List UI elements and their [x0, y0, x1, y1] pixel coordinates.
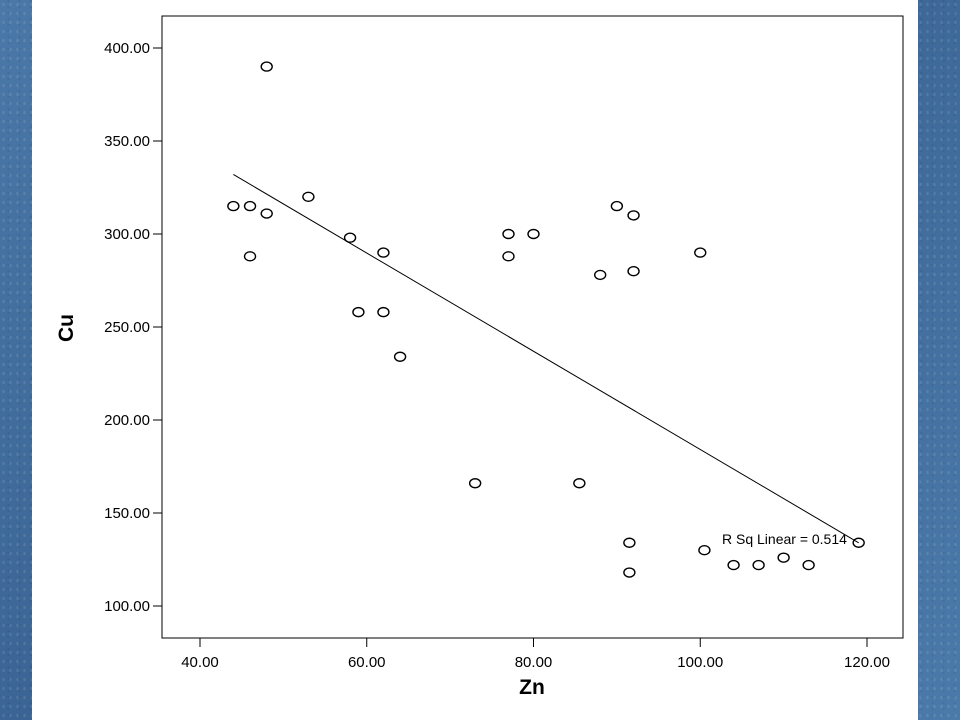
- data-point: [623, 537, 636, 548]
- data-point: [302, 191, 315, 203]
- data-point: [343, 232, 357, 243]
- data-point: [260, 208, 273, 219]
- data-point: [527, 228, 540, 240]
- x-axis-title: Zn: [519, 676, 545, 699]
- data-point: [802, 559, 815, 571]
- data-point: [393, 351, 407, 362]
- fit-line: [233, 174, 859, 544]
- data-point: [698, 545, 711, 556]
- x-tick-label: 100.00: [677, 654, 723, 671]
- x-tick-label: 120.00: [844, 654, 890, 671]
- data-point: [468, 478, 482, 489]
- data-point: [727, 559, 740, 571]
- data-point: [243, 200, 257, 212]
- y-tick-label: 250.00: [104, 319, 150, 336]
- x-tick-label: 60.00: [348, 654, 386, 671]
- data-point: [502, 251, 515, 262]
- y-axis: 100.00 150.00 200.00 250.00 300.00 350.00 400.…: [104, 40, 162, 615]
- data-point: [752, 559, 765, 571]
- x-tick-label: 40.00: [181, 654, 219, 671]
- data-point: [623, 567, 636, 578]
- r-squared-annotation: R Sq Linear = 0.514: [722, 531, 847, 547]
- plot-frame: [161, 15, 904, 639]
- x-axis: 40.00 60.00 80.00 100.00 120.00: [181, 638, 890, 671]
- data-point: [260, 61, 273, 72]
- y-tick-label: 100.00: [104, 598, 150, 615]
- data-point: [694, 247, 707, 258]
- data-point: [852, 537, 865, 548]
- data-point: [377, 247, 390, 258]
- x-tick-label: 80.00: [515, 654, 553, 671]
- y-tick-label: 200.00: [104, 412, 150, 429]
- y-tick-label: 350.00: [104, 133, 150, 150]
- data-point: [610, 200, 624, 212]
- scatter-points: [227, 61, 865, 578]
- data-point: [377, 306, 390, 318]
- data-point: [594, 269, 607, 281]
- data-point: [627, 210, 640, 221]
- data-point: [573, 478, 586, 489]
- data-point: [502, 228, 515, 240]
- data-point: [627, 266, 640, 277]
- data-point: [227, 200, 240, 212]
- y-tick-label: 150.00: [104, 505, 150, 522]
- y-tick-label: 400.00: [104, 40, 150, 57]
- y-axis-title: Cu: [55, 314, 78, 342]
- data-point: [777, 552, 790, 563]
- y-tick-label: 300.00: [104, 226, 150, 243]
- data-point: [243, 251, 257, 262]
- data-point: [352, 306, 365, 318]
